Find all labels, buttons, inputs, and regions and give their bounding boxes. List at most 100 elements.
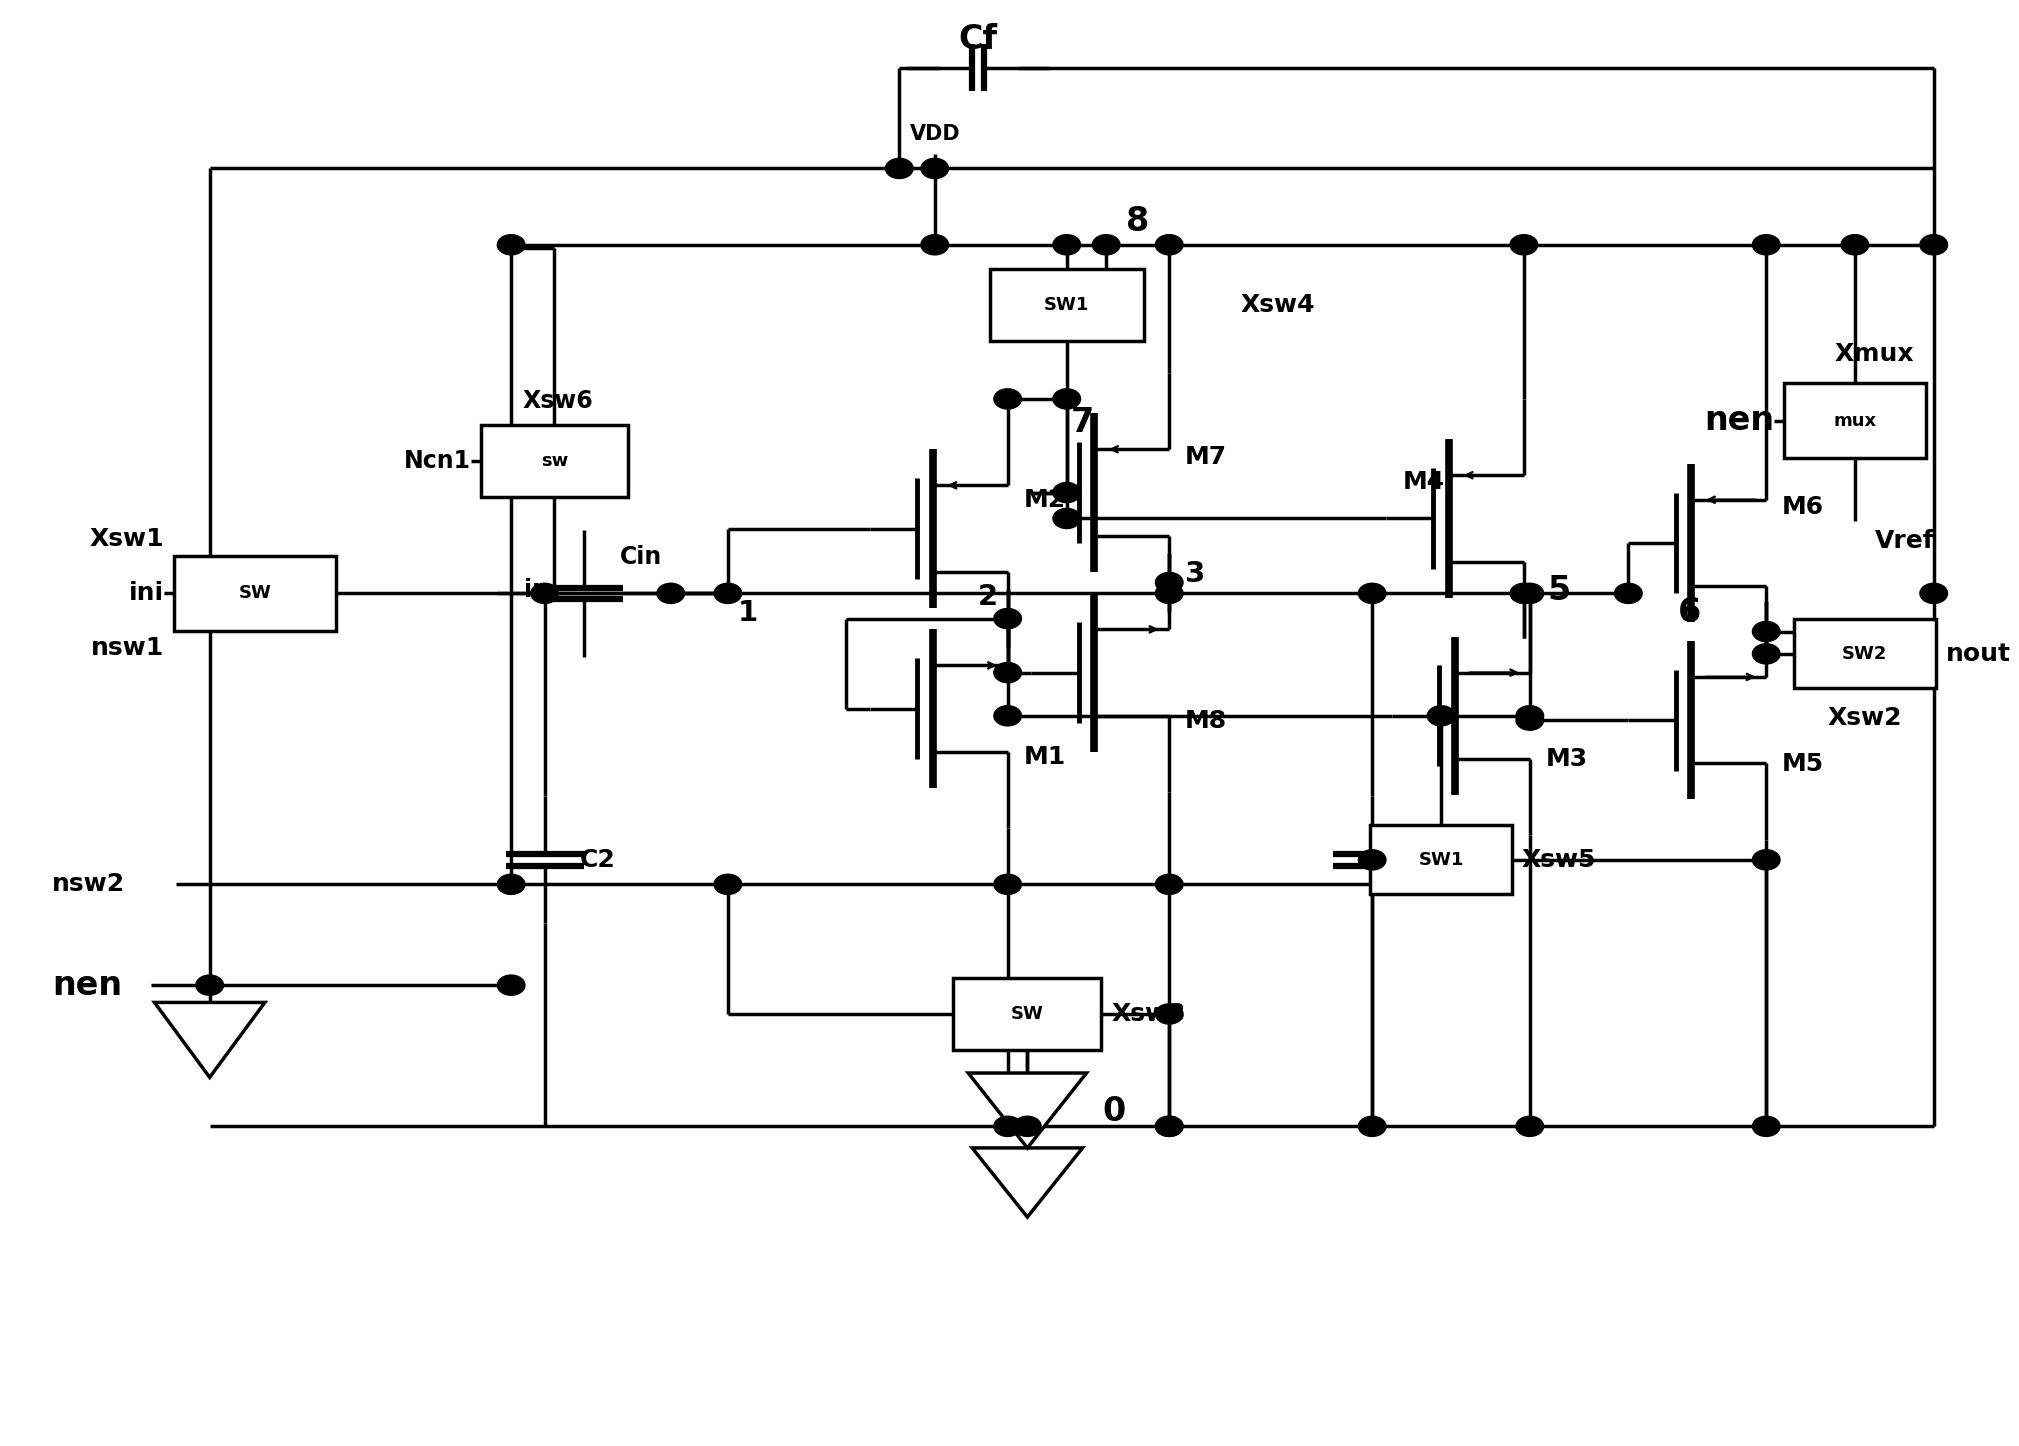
- Circle shape: [1092, 234, 1121, 254]
- Circle shape: [1427, 706, 1456, 726]
- Bar: [989, 269, 1143, 341]
- Text: Cm: Cm: [1407, 833, 1450, 857]
- Text: sw: sw: [541, 451, 567, 470]
- Circle shape: [1615, 583, 1641, 603]
- Polygon shape: [155, 1002, 264, 1077]
- Circle shape: [1752, 643, 1781, 664]
- Text: 3: 3: [1185, 560, 1205, 587]
- Text: Xsw2: Xsw2: [1827, 706, 1902, 730]
- Circle shape: [1510, 234, 1538, 254]
- Circle shape: [1155, 1004, 1183, 1024]
- Text: Xsw4: Xsw4: [1240, 294, 1314, 317]
- Bar: [1371, 826, 1512, 895]
- Circle shape: [715, 875, 741, 895]
- Circle shape: [1516, 1116, 1545, 1137]
- Circle shape: [1359, 850, 1385, 870]
- Text: C2: C2: [579, 847, 616, 872]
- Text: 7: 7: [1070, 406, 1094, 440]
- Text: 8: 8: [1127, 204, 1149, 237]
- Circle shape: [993, 389, 1022, 409]
- Text: M8: M8: [1185, 709, 1228, 733]
- Circle shape: [1155, 1116, 1183, 1137]
- Circle shape: [1510, 583, 1538, 603]
- Circle shape: [1516, 706, 1545, 726]
- Text: M7: M7: [1185, 444, 1228, 469]
- Polygon shape: [973, 1148, 1082, 1218]
- Text: 0: 0: [1102, 1096, 1125, 1128]
- Text: SW1: SW1: [1419, 850, 1464, 869]
- Circle shape: [656, 583, 684, 603]
- Circle shape: [1359, 1116, 1385, 1137]
- Circle shape: [886, 159, 913, 178]
- Circle shape: [1155, 875, 1183, 895]
- Text: SW1: SW1: [1044, 296, 1090, 314]
- Circle shape: [1054, 509, 1080, 529]
- Circle shape: [1516, 583, 1545, 603]
- Circle shape: [1752, 234, 1781, 254]
- Text: M4: M4: [1403, 470, 1446, 495]
- Bar: [174, 555, 335, 630]
- Circle shape: [993, 609, 1022, 629]
- Circle shape: [1155, 234, 1183, 254]
- Text: nout: nout: [1946, 642, 2011, 665]
- Text: 6: 6: [1678, 596, 1700, 629]
- Circle shape: [1054, 483, 1080, 503]
- Circle shape: [1841, 234, 1870, 254]
- Text: Xsw3: Xsw3: [1110, 1002, 1185, 1027]
- Bar: [481, 425, 628, 497]
- Circle shape: [1359, 583, 1385, 603]
- Text: M5: M5: [1783, 752, 1823, 777]
- Text: nsw2: nsw2: [52, 872, 125, 897]
- Circle shape: [993, 706, 1022, 726]
- Text: Xsw1: Xsw1: [89, 526, 164, 551]
- Bar: [953, 977, 1100, 1050]
- Circle shape: [1155, 583, 1183, 603]
- Circle shape: [1920, 583, 1948, 603]
- Circle shape: [1054, 389, 1080, 409]
- Circle shape: [1752, 1116, 1781, 1137]
- Bar: [1785, 383, 1926, 458]
- Polygon shape: [969, 1073, 1086, 1148]
- Circle shape: [1752, 622, 1781, 642]
- Text: SW: SW: [1012, 1005, 1044, 1022]
- Text: M1: M1: [1024, 745, 1066, 769]
- Text: ini: ini: [129, 581, 164, 606]
- Circle shape: [993, 875, 1022, 895]
- Circle shape: [1054, 234, 1080, 254]
- Text: SW2: SW2: [1841, 645, 1888, 662]
- Circle shape: [993, 662, 1022, 683]
- Text: M6: M6: [1783, 495, 1823, 519]
- Text: M2: M2: [1024, 487, 1066, 512]
- Circle shape: [497, 975, 525, 995]
- Circle shape: [715, 583, 741, 603]
- Text: Xmux: Xmux: [1835, 341, 1914, 366]
- Text: Xsw5: Xsw5: [1522, 847, 1597, 872]
- Text: 2: 2: [977, 583, 997, 612]
- Text: nsw1: nsw1: [91, 636, 164, 659]
- Circle shape: [531, 583, 559, 603]
- Text: nen: nen: [52, 969, 123, 1002]
- Text: Vref: Vref: [1874, 529, 1934, 552]
- Text: Ncn1: Ncn1: [404, 448, 470, 473]
- Circle shape: [1014, 1116, 1042, 1137]
- Circle shape: [1752, 850, 1781, 870]
- Circle shape: [497, 875, 525, 895]
- Text: in: in: [523, 578, 549, 603]
- Text: Xsw6: Xsw6: [523, 389, 594, 414]
- Circle shape: [196, 975, 224, 995]
- Circle shape: [1920, 234, 1948, 254]
- Text: M3: M3: [1547, 748, 1587, 772]
- Text: SW: SW: [238, 584, 271, 603]
- Circle shape: [1155, 573, 1183, 593]
- Text: 1: 1: [737, 599, 757, 628]
- Bar: [1793, 619, 1936, 688]
- Circle shape: [993, 1116, 1022, 1137]
- Circle shape: [1155, 1116, 1183, 1137]
- Text: 5: 5: [1547, 574, 1571, 607]
- Text: Cin: Cin: [620, 545, 662, 570]
- Circle shape: [1516, 710, 1545, 730]
- Circle shape: [921, 234, 949, 254]
- Circle shape: [497, 234, 525, 254]
- Text: VDD: VDD: [909, 124, 961, 145]
- Text: mux: mux: [1833, 412, 1876, 429]
